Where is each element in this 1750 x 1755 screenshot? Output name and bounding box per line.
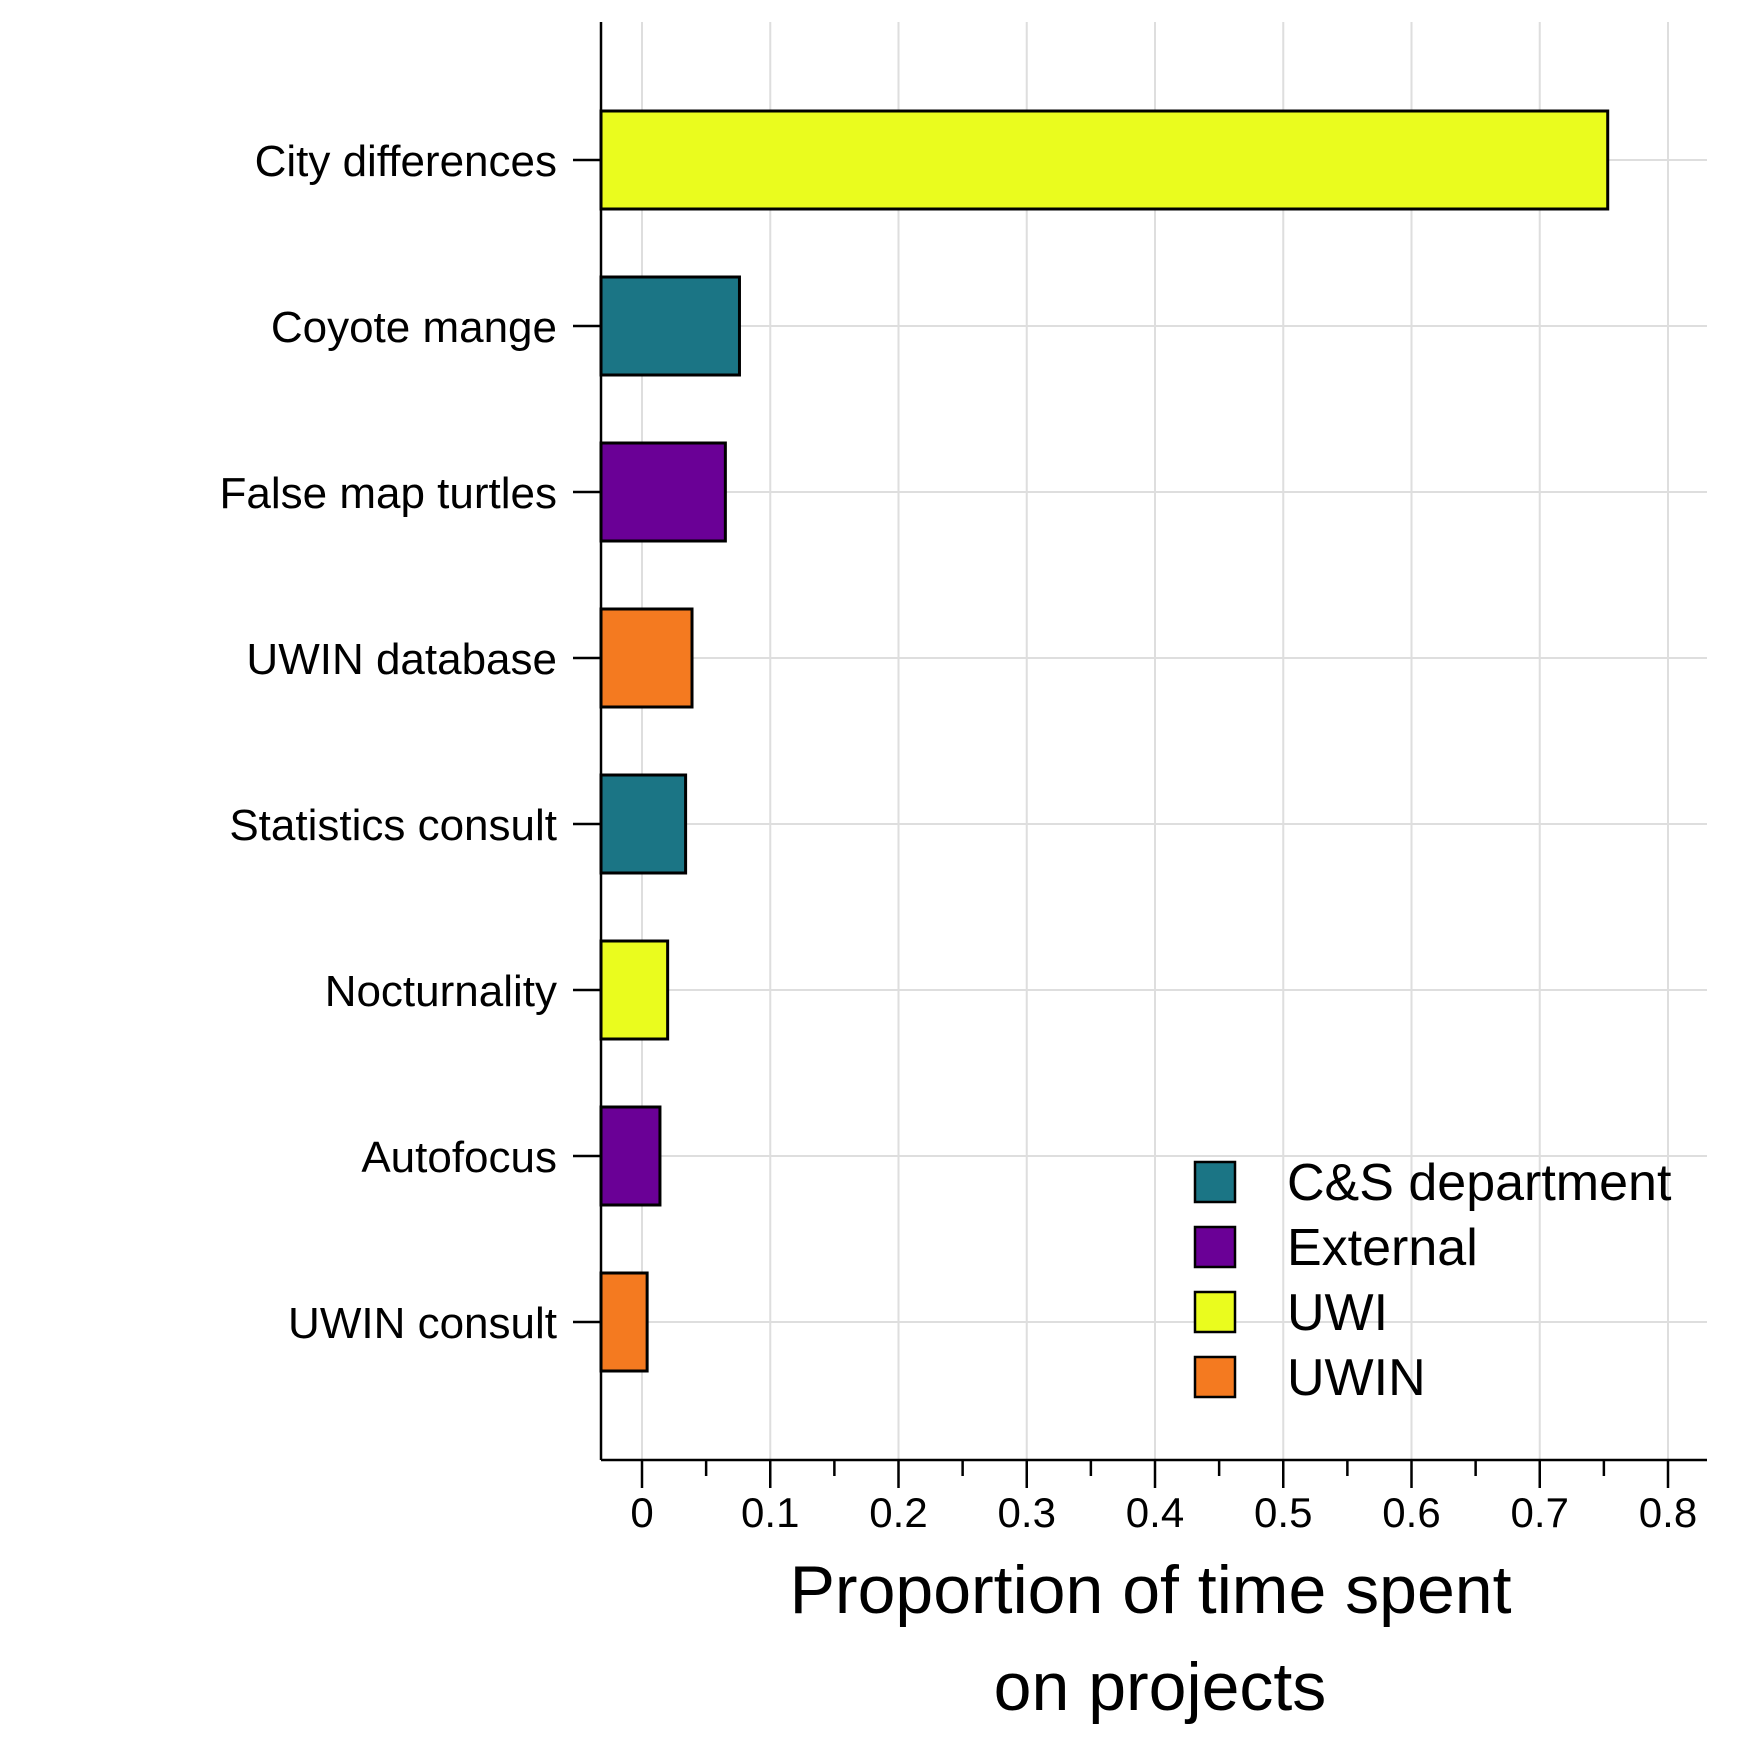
legend-label: UWIN: [1287, 1349, 1426, 1407]
x-axis-title-line-2: on projects: [994, 1649, 1327, 1725]
legend-swatch: [1193, 1225, 1237, 1269]
x-tick-label: 0.5: [1254, 1489, 1312, 1536]
y-tick-label: Nocturnality: [325, 967, 557, 1016]
legend-swatch: [1193, 1160, 1237, 1204]
y-tick-label: Statistics consult: [229, 801, 557, 850]
x-axis-title-line-1: Proportion of time spent: [790, 1552, 1512, 1628]
x-tick-label: 0.1: [741, 1489, 799, 1536]
x-tick-label: 0.3: [998, 1489, 1056, 1536]
y-tick-label: Coyote mange: [271, 303, 557, 352]
x-tick-label: 0.7: [1511, 1489, 1569, 1536]
bar-statistics-consult: [599, 773, 688, 875]
bar-autofocus: [599, 1105, 662, 1207]
legend-label: External: [1287, 1219, 1478, 1277]
legend-label: UWI: [1287, 1284, 1388, 1342]
y-tick-label: City differences: [255, 137, 557, 186]
bar-uwin-database: [599, 607, 694, 709]
x-tick-label: 0: [630, 1489, 653, 1536]
x-tick-label: 0.4: [1126, 1489, 1184, 1536]
bar-city-differences: [599, 109, 1610, 211]
bars: [599, 109, 1610, 1373]
axes: City differences Coyote mange False map tu…: [220, 22, 1707, 1536]
bar-uwin-consult: [599, 1271, 649, 1373]
legend: C&S department External UWI UWIN: [1193, 1154, 1672, 1407]
bar-nocturnality: [599, 939, 670, 1041]
x-tick-label: 0.8: [1639, 1489, 1697, 1536]
x-tick-label: 0.6: [1382, 1489, 1440, 1536]
x-tick-label: 0.2: [869, 1489, 927, 1536]
x-axis-title: Proportion of time spent on projects: [790, 1552, 1531, 1725]
y-tick-label: Autofocus: [361, 1133, 557, 1182]
bar-false-map-turtles: [599, 441, 727, 543]
gridlines: [601, 22, 1707, 1460]
legend-swatch: [1193, 1355, 1237, 1399]
y-tick-label: UWIN database: [246, 635, 557, 684]
legend-swatch: [1193, 1290, 1237, 1334]
legend-label: C&S department: [1287, 1154, 1672, 1212]
y-tick-label: UWIN consult: [288, 1299, 557, 1348]
bar-coyote-mange: [599, 275, 741, 377]
y-tick-label: False map turtles: [220, 469, 557, 518]
